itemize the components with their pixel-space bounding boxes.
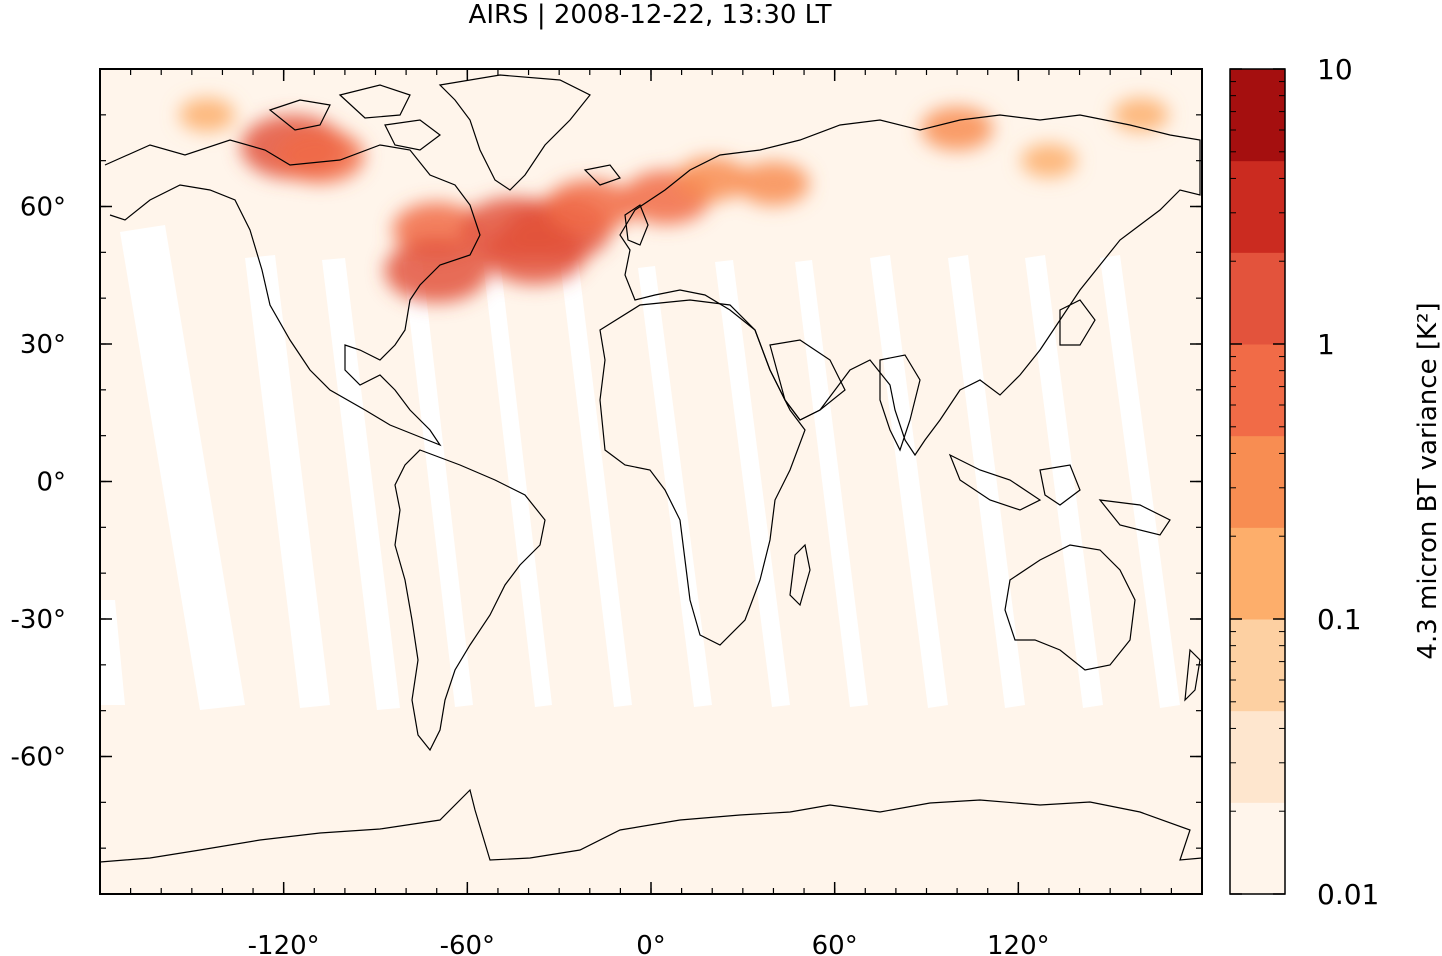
variance-hotspot: [384, 238, 489, 303]
colorbar-frame: [1229, 68, 1286, 895]
colorbar-tick-label: 10: [1317, 53, 1353, 86]
colorbar-level: [1230, 435, 1285, 528]
colorbar-title: 4.3 micron BT variance [K²]: [1413, 302, 1442, 659]
colorbar: 10 1 0.1 0.01: [1229, 53, 1379, 911]
colorbar-level: [1230, 160, 1285, 253]
x-tick-label: -60°: [440, 931, 495, 956]
y-tick-label: 30°: [20, 330, 66, 360]
colorbar-level: [1230, 527, 1285, 620]
variance-hotspot: [1112, 97, 1169, 132]
variance-hotspot: [179, 97, 236, 132]
colorbar-tick-label: 0.01: [1317, 878, 1379, 911]
colorbar-tick-label: 0.1: [1317, 603, 1362, 636]
variance-hotspot: [921, 106, 994, 151]
swath-gaps: [100, 225, 1180, 710]
variance-hotspot: [737, 161, 810, 206]
colorbar-level: [1230, 69, 1285, 162]
variance-hotspot: [276, 129, 365, 184]
x-tick-label: 60°: [812, 931, 858, 956]
x-tick-label: 0°: [636, 931, 666, 956]
colorbar-level: [1230, 710, 1285, 803]
variance-hotspot: [676, 157, 749, 201]
colorbar-level: [1230, 802, 1285, 895]
y-tick-label: 60°: [20, 193, 66, 223]
colorbar-tick-label: 1: [1317, 328, 1335, 361]
x-tick-label: 120°: [987, 931, 1050, 956]
variance-hotspot: [1020, 143, 1077, 178]
y-tick-label: -60°: [11, 743, 66, 773]
y-axis: 60° 30° 0° -30° -60°: [11, 193, 1202, 773]
variance-hotspot: [545, 179, 634, 234]
x-axis: -120° -60° 0° 60° 120°: [248, 69, 1050, 956]
y-tick-label: -30°: [11, 605, 66, 635]
coastlines: [100, 74, 1202, 863]
x-tick-label: -120°: [248, 931, 320, 956]
colorbar-level: [1230, 619, 1285, 712]
colorbar-level: [1230, 344, 1285, 437]
chart-title: AIRS | 2008-12-22, 13:30 LT: [468, 0, 832, 30]
y-tick-label: 0°: [36, 468, 66, 498]
colorbar-level: [1230, 252, 1285, 345]
variance-field: [179, 97, 1169, 303]
